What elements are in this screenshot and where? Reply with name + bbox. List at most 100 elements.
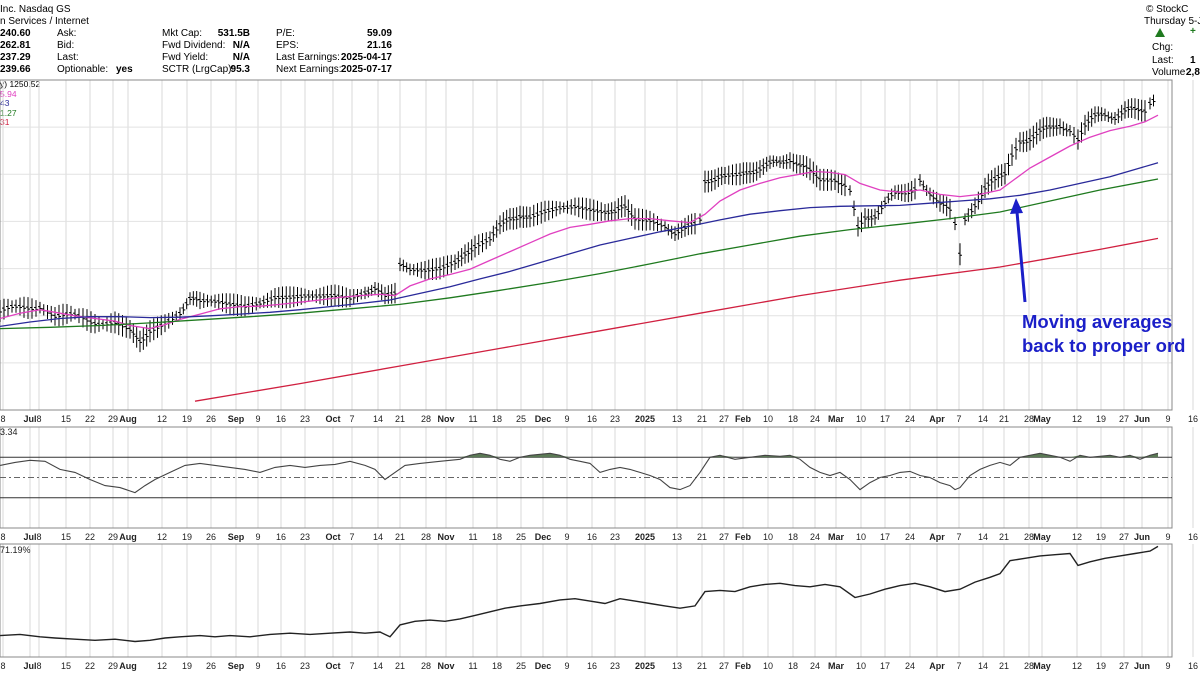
price-bar	[543, 200, 547, 222]
x-tick-label: 18	[788, 532, 798, 542]
right-last-value: 1	[1190, 55, 1196, 66]
price-bar	[1044, 116, 1049, 138]
x-tick-label: Dec	[535, 414, 552, 424]
price-bar	[546, 200, 551, 221]
x-tick-label: 16	[587, 414, 597, 424]
quote-value: 262.81	[0, 40, 31, 51]
x-tick-label: 21	[999, 532, 1009, 542]
price-bar	[128, 319, 132, 339]
date-label: Thursday 5-J	[1144, 16, 1200, 27]
price-bar	[1010, 144, 1014, 166]
x-tick-label: Sep	[228, 661, 245, 671]
price-bar	[659, 218, 664, 232]
price-bar	[629, 203, 634, 226]
price-bar	[57, 304, 61, 327]
price-bar	[419, 261, 424, 279]
price-bar	[239, 295, 244, 317]
price-bar	[1068, 125, 1072, 137]
price-bar	[321, 286, 326, 306]
price-bar	[141, 328, 146, 350]
x-tick-label: 9	[255, 532, 260, 542]
x-tick-label: 21	[697, 661, 707, 671]
x-tick-label: 14	[373, 414, 383, 424]
price-bar	[539, 201, 544, 224]
price-bar	[463, 244, 467, 264]
x-tick-label: 18	[788, 414, 798, 424]
x-tick-label: 14	[978, 532, 988, 542]
x-tick-label: 11	[468, 414, 477, 424]
price-bar	[273, 287, 277, 308]
price-bar	[651, 213, 656, 231]
price-bar	[716, 167, 721, 188]
price-bar	[34, 300, 38, 317]
price-bar	[205, 294, 210, 307]
x-tick-label: 17	[880, 532, 890, 542]
price-bar	[764, 156, 769, 172]
price-bar	[1031, 125, 1036, 148]
price-bar	[438, 257, 442, 280]
x-tick-label: 23	[610, 661, 620, 671]
price-bar	[744, 162, 749, 184]
price-bar	[124, 317, 129, 338]
price-bar	[53, 306, 57, 326]
x-tick-label: 7	[349, 532, 354, 542]
price-bar	[434, 257, 439, 280]
x-tick-label: 21	[395, 661, 405, 671]
price-bar	[1021, 131, 1026, 153]
fundamental-value: 95.3	[230, 64, 250, 75]
x-tick-label: 9	[1165, 532, 1170, 542]
x-tick-label: 24	[905, 532, 915, 542]
x-tick-label: 13	[672, 532, 682, 542]
x-tick-label: 19	[182, 532, 192, 542]
x-tick-label: 24	[810, 532, 820, 542]
fundamental-label: SCTR (LrgCap):	[162, 64, 235, 75]
x-tick-label: Sep	[228, 532, 245, 542]
price-bar	[213, 294, 217, 308]
x-tick-label: 19	[1096, 532, 1106, 542]
price-bar	[713, 169, 717, 190]
x-tick-label: 28	[1024, 414, 1034, 424]
grid	[0, 80, 1194, 410]
performance-value-label: 71.19%	[0, 545, 31, 555]
fundamental-value: N/A	[232, 52, 250, 63]
price-bar	[456, 251, 461, 269]
chart-header: Inc. Nasdaq GS n Services / Internet © S…	[0, 0, 1200, 127]
x-tick-label: 15	[61, 414, 71, 424]
price-bar	[1058, 118, 1062, 135]
price-bar	[791, 153, 796, 172]
price-bar	[1083, 114, 1087, 136]
quote-value: 240.60	[0, 28, 31, 39]
x-tick-label: Nov	[437, 661, 454, 671]
price-bar	[565, 200, 570, 214]
x-tick-label: 21	[395, 414, 405, 424]
quote-label: Bid:	[57, 40, 75, 51]
x-tick-label: 22	[85, 661, 95, 671]
x-tick-label: 14	[978, 414, 988, 424]
price-bar	[1136, 98, 1141, 121]
x-tick-label: Apr	[929, 532, 945, 542]
quote-label: Ask:	[57, 28, 77, 39]
x-tick-label: 16	[1188, 532, 1198, 542]
x-tick-label: 7	[956, 532, 961, 542]
price-bar	[216, 293, 221, 310]
x-tick-label: May	[1033, 661, 1051, 671]
moving-average-line-2	[0, 162, 1159, 328]
x-tick-label: 9	[1165, 414, 1170, 424]
price-bar	[1072, 127, 1076, 144]
price-bar	[181, 303, 186, 315]
price-bar	[689, 213, 694, 235]
x-tick-label: 8	[0, 414, 5, 424]
price-bar	[423, 260, 427, 280]
price-bar	[45, 305, 50, 320]
x-tick-label: 18	[492, 414, 502, 424]
price-bar	[928, 187, 932, 201]
price-bar	[848, 185, 852, 196]
price-bar	[288, 286, 292, 309]
price-bar	[1079, 122, 1084, 143]
x-tick-label: 19	[182, 661, 192, 671]
fundamental-label: Last Earnings:	[276, 52, 340, 63]
legend-entry: 43	[0, 98, 10, 108]
up-arrow-icon	[1155, 28, 1165, 37]
x-tick-label: 18	[788, 661, 798, 671]
